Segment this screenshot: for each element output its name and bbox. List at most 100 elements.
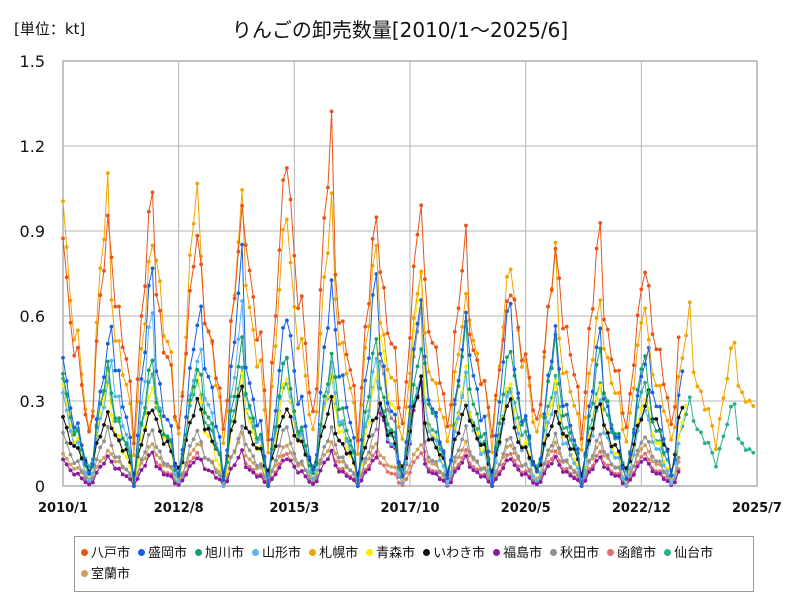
data-point — [314, 409, 319, 414]
data-point — [643, 404, 647, 409]
data-point — [314, 479, 319, 484]
data-point — [229, 409, 233, 413]
data-point — [437, 447, 442, 452]
data-point — [352, 383, 356, 388]
data-point — [643, 435, 647, 440]
data-point — [441, 449, 446, 454]
data-point — [415, 292, 420, 296]
data-point — [94, 339, 99, 344]
data-point — [535, 478, 539, 483]
data-point — [236, 364, 241, 369]
data-point — [232, 375, 237, 380]
data-point — [434, 460, 438, 464]
data-point — [617, 434, 621, 439]
data-point — [382, 456, 386, 460]
data-point — [452, 455, 457, 460]
data-point — [658, 383, 662, 388]
data-point — [408, 404, 412, 409]
data-point — [396, 425, 401, 429]
data-point — [646, 439, 651, 444]
data-point — [303, 373, 308, 378]
data-point — [590, 358, 595, 362]
data-point — [251, 416, 256, 421]
data-point — [382, 415, 386, 419]
data-point — [322, 445, 327, 449]
data-point — [725, 422, 730, 427]
data-point — [288, 386, 293, 391]
data-point — [400, 437, 405, 441]
data-point — [94, 457, 99, 462]
data-point — [109, 324, 114, 329]
data-point — [68, 462, 73, 467]
data-point — [326, 185, 330, 190]
data-point — [117, 466, 121, 471]
data-point — [736, 436, 741, 441]
data-point — [240, 299, 245, 303]
data-point — [311, 471, 315, 476]
data-point — [150, 386, 155, 391]
data-point — [333, 463, 338, 468]
data-point — [299, 439, 304, 444]
data-point — [307, 390, 312, 395]
data-point — [169, 350, 174, 354]
data-point — [557, 367, 562, 371]
data-point — [206, 457, 211, 462]
legend-label: 秋田市 — [560, 546, 600, 561]
data-point — [628, 467, 632, 471]
data-point — [408, 371, 412, 376]
data-point — [505, 453, 509, 458]
data-point — [646, 337, 651, 342]
data-point — [273, 344, 278, 349]
legend-label: 室蘭市 — [91, 567, 131, 582]
data-point — [340, 429, 345, 434]
data-point — [426, 398, 431, 402]
data-point — [426, 437, 431, 442]
data-point — [102, 269, 106, 273]
x-tick-label: 2010/1 — [38, 501, 88, 516]
data-point — [419, 374, 424, 379]
data-point — [76, 459, 80, 463]
data-point — [535, 429, 539, 434]
data-point — [475, 387, 480, 391]
series-line — [62, 173, 754, 456]
data-point — [650, 440, 655, 444]
data-point — [363, 445, 368, 450]
data-point — [452, 466, 457, 471]
data-point — [303, 468, 308, 472]
data-point — [277, 424, 282, 429]
data-point — [512, 459, 517, 463]
data-point — [505, 445, 509, 449]
data-point — [299, 425, 304, 430]
data-point — [572, 403, 577, 408]
data-point — [285, 452, 289, 456]
data-point — [214, 475, 218, 480]
data-point — [191, 437, 196, 442]
data-point — [191, 392, 196, 397]
data-point — [188, 288, 192, 293]
data-point — [490, 434, 494, 438]
data-point — [340, 419, 345, 424]
data-point — [587, 438, 591, 443]
data-point — [646, 462, 651, 466]
data-point — [464, 454, 468, 458]
data-point — [281, 361, 285, 366]
data-point — [568, 473, 573, 478]
data-point — [464, 310, 468, 315]
data-point — [568, 437, 573, 442]
legend-item: 福島市 — [493, 542, 542, 561]
data-point — [572, 373, 577, 377]
data-point — [322, 275, 327, 279]
data-point — [643, 362, 647, 366]
data-point — [564, 441, 569, 446]
data-point — [79, 383, 84, 387]
data-point — [344, 405, 349, 410]
data-point — [333, 451, 338, 456]
data-point — [352, 472, 356, 477]
data-point — [378, 386, 383, 391]
data-point — [542, 412, 547, 416]
data-point — [609, 462, 614, 467]
data-point — [426, 459, 431, 464]
data-point — [292, 451, 297, 456]
data-point — [650, 419, 655, 424]
data-point — [613, 455, 618, 460]
